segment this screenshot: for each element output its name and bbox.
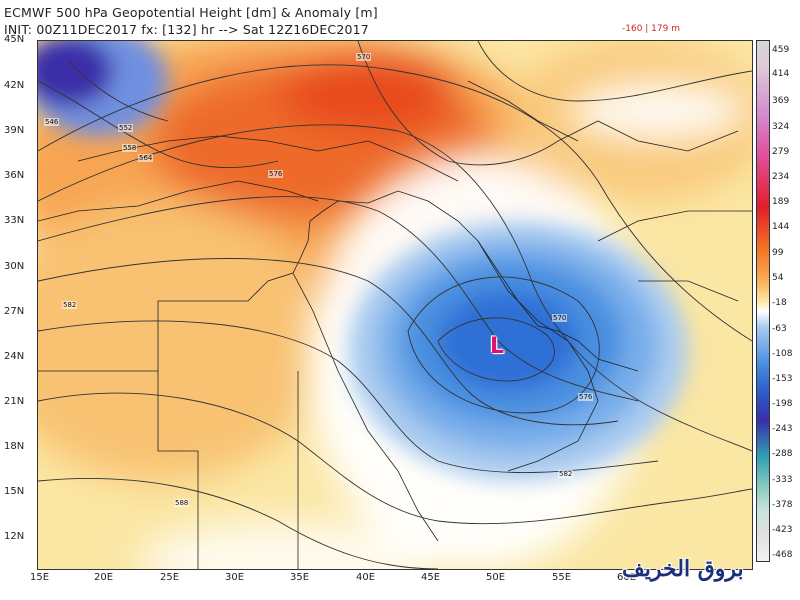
lat-label: 33N	[4, 215, 25, 226]
contour-label: 588	[174, 499, 190, 507]
colorbar-tick: 369	[772, 96, 790, 106]
colorbar-tick: 234	[772, 172, 790, 182]
lat-label: 18N	[4, 441, 25, 452]
negative-anomaly-field	[38, 41, 688, 481]
colorbar-tick: 54	[772, 273, 784, 283]
contour-label: 582	[62, 301, 78, 309]
anomaly-range: -160 | 179 m	[622, 24, 680, 34]
lon-label: 45E	[421, 572, 441, 583]
colorbar-tick: -198	[772, 399, 793, 409]
lat-label: 24N	[4, 351, 25, 362]
colorbar-tick: -378	[772, 500, 793, 510]
colorbar-tick: -288	[772, 449, 793, 459]
lon-label: 25E	[160, 572, 180, 583]
height-contours	[38, 41, 752, 569]
contour-label: 546	[44, 118, 60, 126]
lat-label: 30N	[4, 261, 25, 272]
contour-label: 558	[122, 144, 138, 152]
lat-label: 45N	[4, 34, 25, 45]
contour-label: 564	[138, 154, 154, 162]
lon-label: 40E	[356, 572, 376, 583]
contour-label: 576	[578, 393, 594, 401]
lat-label: 21N	[4, 396, 25, 407]
colorbar-tick: 414	[772, 69, 790, 79]
colorbar-tick: -468	[772, 550, 793, 560]
contour-label: 582	[558, 470, 574, 478]
lon-label: 35E	[290, 572, 310, 583]
colorbar-tick: 279	[772, 147, 790, 157]
colorbar-tick: -108	[772, 349, 793, 359]
contour-label: 570	[356, 53, 372, 61]
colorbar-tick: -18	[772, 298, 787, 308]
low-pressure-marker: L	[490, 334, 505, 359]
lon-label: 15E	[30, 572, 50, 583]
lat-label: 39N	[4, 125, 25, 136]
lat-label: 15N	[4, 486, 25, 497]
colorbar-tick: 99	[772, 248, 784, 258]
colorbar-tick: 324	[772, 122, 790, 132]
colorbar-tick: 144	[772, 222, 790, 232]
colorbar-tick: 189	[772, 197, 790, 207]
watermark-logo: بروق الخريف	[622, 556, 744, 582]
colorbar-tick: 459	[772, 45, 790, 55]
colorbar-tick: -63	[772, 324, 787, 334]
colorbar-tick: -153	[772, 374, 793, 384]
colorbar-tick: -423	[772, 525, 793, 535]
chart-title: ECMWF 500 hPa Geopotential Height [dm] &…	[4, 5, 378, 20]
contour-label: 552	[118, 124, 134, 132]
lon-label: 20E	[94, 572, 114, 583]
lon-label: 60E	[617, 572, 637, 583]
lon-label: 50E	[486, 572, 506, 583]
colorbar	[756, 40, 770, 562]
lat-label: 27N	[4, 306, 25, 317]
colorbar-tick: -243	[772, 424, 793, 434]
chart-subtitle: INIT: 00Z11DEC2017 fx: [132] hr --> Sat …	[4, 22, 369, 37]
lon-label: 30E	[225, 572, 245, 583]
lat-label: 12N	[4, 531, 25, 542]
contour-label: 570	[552, 314, 568, 322]
lat-label: 36N	[4, 170, 25, 181]
contour-label: 576	[268, 170, 284, 178]
weather-map	[37, 40, 753, 570]
map-canvas	[38, 41, 752, 569]
colorbar-tick: -333	[772, 475, 793, 485]
lon-label: 55E	[552, 572, 572, 583]
lat-label: 42N	[4, 80, 25, 91]
